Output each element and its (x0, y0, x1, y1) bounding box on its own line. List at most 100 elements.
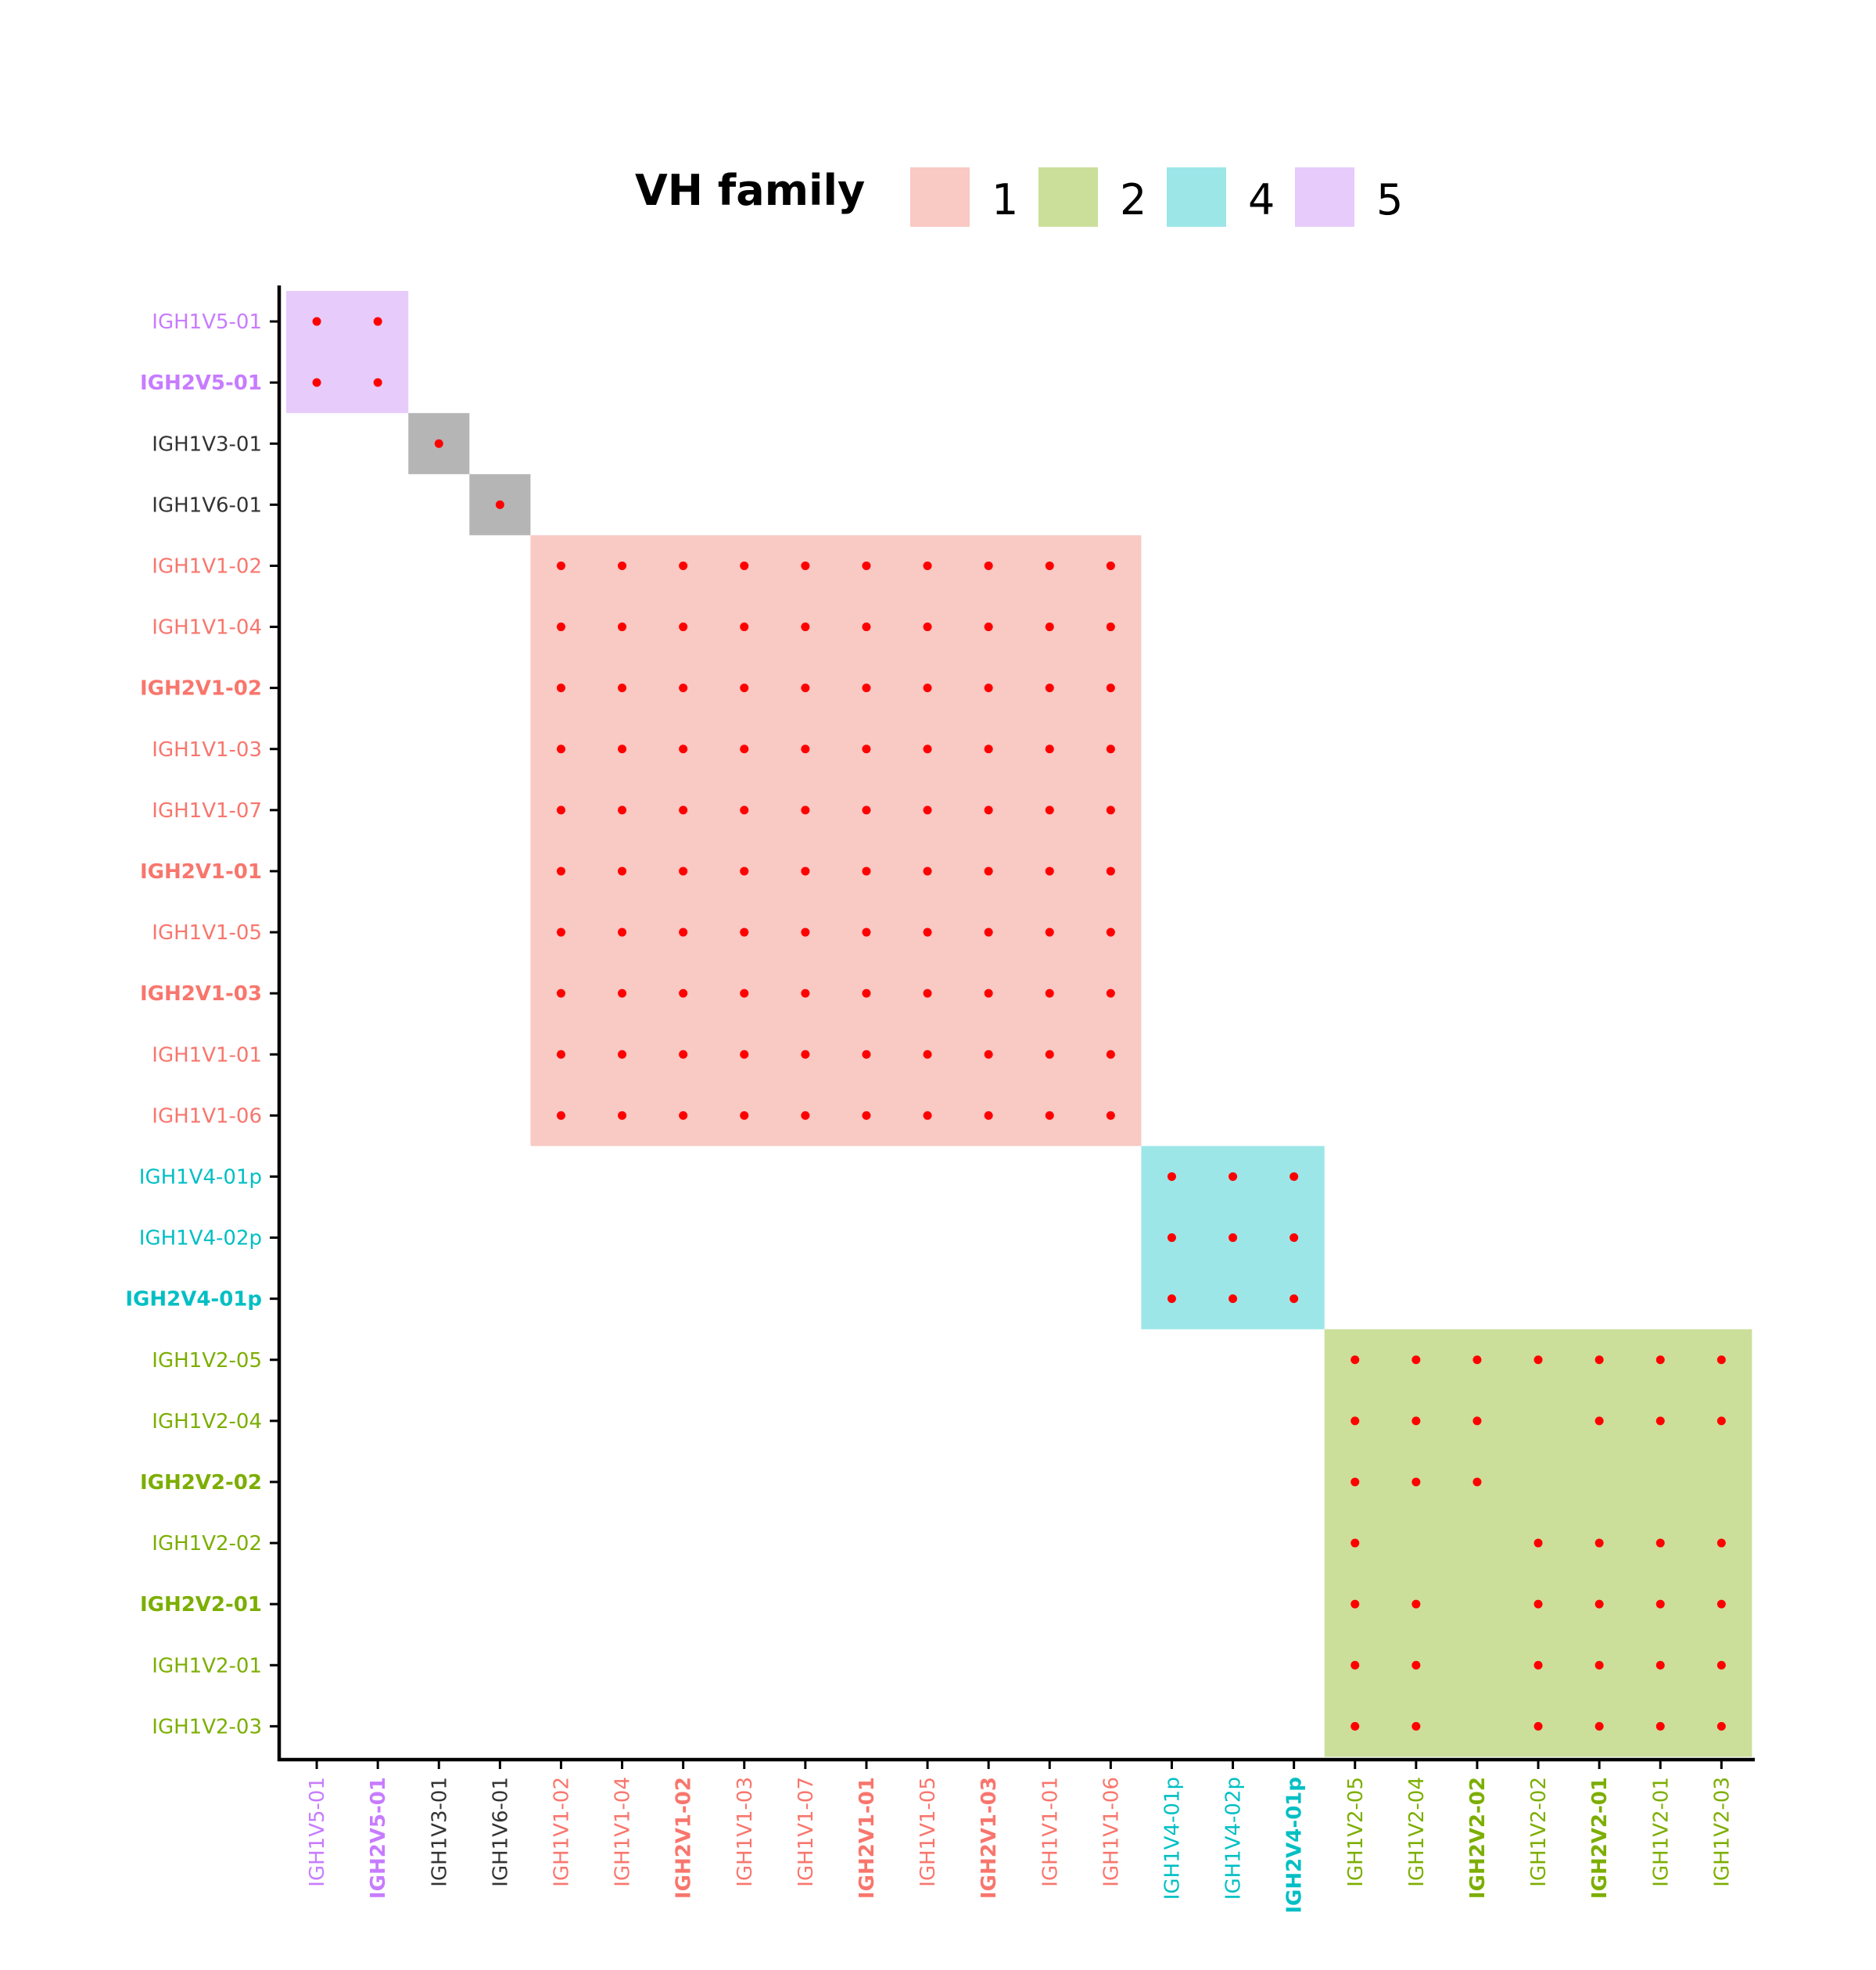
match-dot (1290, 1233, 1299, 1243)
match-dot (984, 561, 993, 570)
match-dot (1533, 1538, 1543, 1548)
match-dot (679, 623, 688, 632)
match-dot (1533, 1660, 1543, 1670)
match-dot (1594, 1599, 1604, 1609)
y-tick-label: IGH1V1-04 (152, 616, 262, 640)
match-dot (1411, 1721, 1421, 1731)
y-tick-label: IGH1V6-01 (152, 493, 262, 517)
match-dot (1045, 806, 1054, 815)
match-dot (1411, 1599, 1421, 1609)
legend-swatch-2 (1038, 167, 1098, 227)
match-dot (862, 867, 871, 876)
match-dot (679, 989, 688, 998)
legend-label-1: 1 (992, 175, 1018, 224)
y-tick-label: IGH2V1-03 (140, 982, 262, 1006)
match-dot (1716, 1416, 1726, 1426)
y-tick-label: IGH1V3-01 (152, 432, 262, 456)
y-tick-label: IGH1V1-01 (152, 1043, 262, 1067)
y-tick-label: IGH2V1-01 (140, 860, 262, 884)
match-dot (1351, 1477, 1360, 1487)
match-dot (434, 439, 443, 448)
match-dot (801, 806, 810, 815)
match-dot (984, 684, 993, 693)
match-dot (1106, 745, 1115, 754)
match-dot (1106, 684, 1115, 693)
family-block-0 (286, 291, 409, 414)
match-dot (556, 867, 565, 876)
match-dot (495, 500, 504, 509)
match-dot (1351, 1721, 1360, 1731)
x-tick-label: IGH1V4-02p (1222, 1777, 1246, 1900)
x-tick-label: IGH1V1-04 (612, 1777, 635, 1887)
match-dot (984, 989, 993, 998)
match-dot (984, 806, 993, 815)
match-dot (1411, 1660, 1421, 1670)
x-tick-label: IGH1V5-01 (306, 1777, 329, 1887)
x-axis-ticks: IGH1V5-01 IGH2V5-01 IGH1V3-01 IGH1V6-01 IGH1… (306, 1760, 1734, 1914)
match-dot (1045, 1050, 1054, 1059)
match-dot (1167, 1294, 1176, 1304)
match-dot (1106, 867, 1115, 876)
match-dot (740, 684, 749, 693)
match-dot (1045, 561, 1054, 570)
y-tick-label: IGH1V2-03 (152, 1715, 262, 1739)
match-dot (862, 1050, 871, 1059)
x-tick-label: IGH1V1-02 (550, 1777, 573, 1887)
match-dot (1351, 1538, 1360, 1548)
match-dot (679, 561, 688, 570)
match-dot (1351, 1416, 1360, 1426)
match-dot (923, 806, 932, 815)
match-dot (740, 806, 749, 815)
match-dot (556, 806, 565, 815)
x-tick-label: IGH1V1-06 (1099, 1777, 1123, 1887)
legend-title: VH family (635, 166, 865, 215)
match-dot (984, 1050, 993, 1059)
y-tick-label: IGH1V2-04 (152, 1410, 262, 1434)
x-tick-label: IGH1V1-01 (1038, 1777, 1062, 1887)
match-dot (1045, 623, 1054, 632)
match-dot (862, 928, 871, 937)
match-dot (1533, 1599, 1543, 1609)
match-dot (1045, 928, 1054, 937)
x-tick-label: IGH2V4-01p (1283, 1777, 1307, 1914)
match-dot (312, 378, 321, 387)
match-dot (923, 561, 932, 570)
y-tick-label: IGH2V4-01p (125, 1288, 262, 1312)
match-dot (862, 806, 871, 815)
match-dot (1594, 1660, 1604, 1670)
match-dot (923, 745, 932, 754)
match-dot (556, 745, 565, 754)
match-dot (984, 867, 993, 876)
match-dot (801, 745, 810, 754)
y-tick-label: IGH1V1-02 (152, 554, 262, 578)
match-dot (1045, 684, 1054, 693)
match-dot (862, 989, 871, 998)
match-dot (801, 623, 810, 632)
match-dot (740, 1050, 749, 1059)
match-dot (923, 684, 932, 693)
match-dot (1716, 1599, 1726, 1609)
match-dot (740, 1111, 749, 1120)
match-dot (1655, 1660, 1665, 1670)
match-dot (679, 867, 688, 876)
match-dot (556, 561, 565, 570)
match-dot (373, 378, 382, 387)
match-dot (801, 867, 810, 876)
match-dot (923, 1111, 932, 1120)
legend-swatch-4 (1167, 167, 1226, 227)
match-dot (1655, 1355, 1665, 1365)
match-dot (1716, 1660, 1726, 1670)
x-tick-label: IGH2V2-01 (1588, 1777, 1612, 1899)
match-dot (862, 561, 871, 570)
match-dot (984, 928, 993, 937)
match-dot (618, 745, 627, 754)
match-dot (618, 1050, 627, 1059)
match-dot (740, 928, 749, 937)
y-tick-label: IGH1V1-03 (152, 738, 262, 762)
match-dot (1655, 1416, 1665, 1426)
match-dot (1472, 1477, 1482, 1487)
match-dot (1106, 928, 1115, 937)
legend-label-5: 5 (1376, 175, 1403, 224)
match-dot (312, 317, 321, 326)
